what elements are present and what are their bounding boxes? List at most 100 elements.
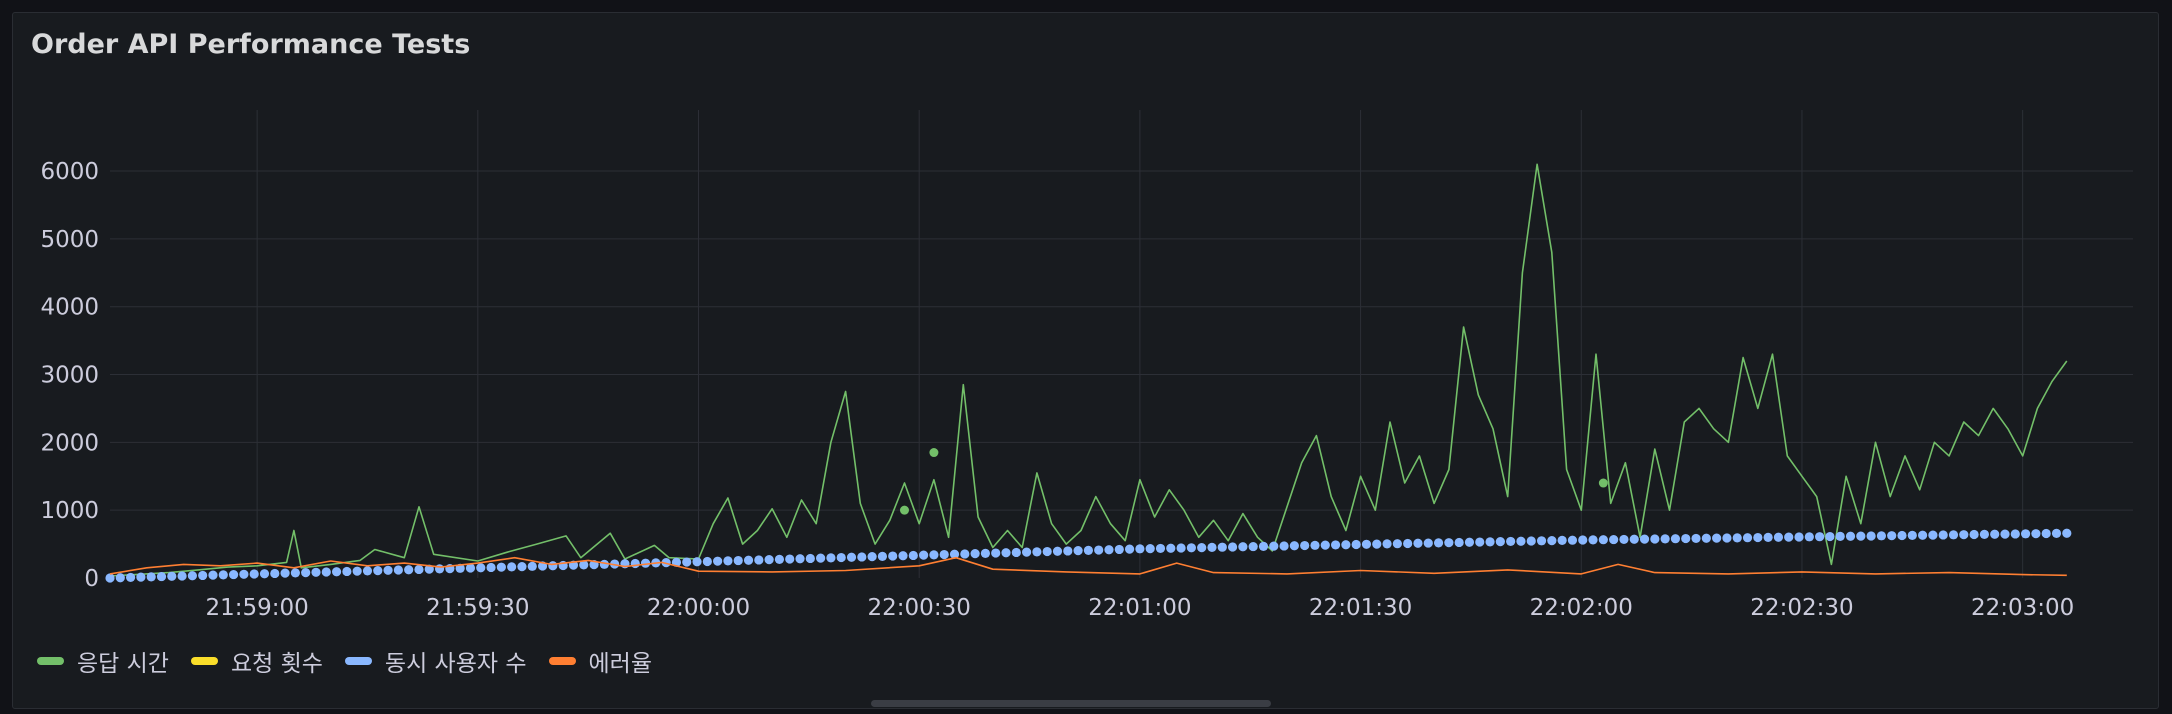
panel-title[interactable]: Order API Performance Tests	[31, 29, 471, 60]
series-user-count-point	[1413, 538, 1423, 548]
series-user-count-point	[2010, 529, 2020, 539]
series-user-count-point	[816, 553, 826, 563]
series-user-count-point	[1897, 530, 1907, 541]
series-user-count-point	[1670, 534, 1681, 544]
series-user-count-point	[1712, 533, 1722, 543]
series-user-count-point	[115, 573, 125, 583]
chart-panel: Order API Performance Tests 0 1000 2000 300…	[12, 12, 2159, 709]
series-user-count-point	[156, 571, 167, 582]
series-user-count-point	[785, 554, 795, 564]
y-tick-label: 1000	[40, 498, 99, 524]
series-user-count-point	[754, 555, 764, 565]
series-user-count-point	[949, 549, 960, 559]
series-user-count-point	[1300, 540, 1310, 551]
series-user-count-point	[434, 564, 445, 574]
x-tick-label: 22:02:30	[1750, 595, 1853, 621]
series	[105, 163, 2072, 583]
series-user-count-point	[1248, 541, 1258, 552]
series-user-count-point	[1104, 545, 1114, 555]
series-user-count-point	[177, 571, 187, 581]
series-user-count-point	[1083, 545, 1093, 555]
series-user-count-point	[198, 570, 208, 581]
series-user-count-point	[1145, 544, 1155, 554]
series-user-count-point	[1547, 536, 1557, 546]
series-user-count-point	[2041, 528, 2051, 539]
legend-item[interactable]: 응답 시간	[37, 644, 169, 678]
series-user-count-point	[877, 551, 888, 561]
legend-item[interactable]: 에러율	[548, 644, 652, 678]
series-user-count-point	[1928, 530, 1938, 540]
series-user-count-point	[290, 568, 300, 578]
y-tick-label: 4000	[40, 295, 99, 321]
series-user-count-point	[270, 568, 280, 579]
series-user-count-point	[1197, 543, 1207, 553]
series-user-count-point	[1959, 530, 1969, 540]
x-tick-label: 22:00:30	[868, 595, 971, 621]
legend-label: 에러율	[588, 651, 652, 677]
series-user-count-point	[1681, 533, 1691, 544]
series-user-count-point	[187, 571, 197, 581]
series-user-count-point	[1217, 542, 1227, 552]
series-user-count-point	[1506, 536, 1516, 547]
series-user-count-point	[342, 566, 352, 577]
series-user-count-point	[764, 555, 774, 565]
legend-label: 요청 횟수	[230, 651, 323, 677]
series-user-count-point	[1176, 543, 1186, 553]
series-user-count-point	[1433, 538, 1444, 548]
series-marker	[899, 505, 909, 515]
series-user-count-point	[682, 557, 692, 567]
axes: 0 1000 2000 3000 4000 5000 6000 21:59:00 21:59:3…	[40, 159, 2074, 621]
series-user-count-point	[970, 549, 980, 559]
series-user-count-point	[2000, 529, 2010, 539]
series-user-count-point	[919, 550, 929, 560]
series-user-count-point	[311, 567, 321, 577]
series-user-count-point	[846, 552, 857, 562]
series-user-count-point	[146, 572, 156, 582]
series-user-count-point	[1979, 529, 1990, 539]
series-user-count-point	[1351, 539, 1361, 550]
series-user-count-point	[1135, 544, 1145, 554]
series-user-count-point	[1969, 529, 1979, 540]
y-tick-label: 0	[84, 566, 99, 592]
series-user-count-point	[527, 561, 537, 571]
series-user-count-point	[2020, 529, 2031, 539]
series-user-count-point	[1330, 540, 1341, 550]
series-user-count-point	[321, 567, 331, 577]
series-user-count-point	[1753, 532, 1763, 543]
series-user-count-point	[1938, 530, 1948, 540]
series-user-count-point	[1258, 541, 1269, 551]
y-tick-label: 6000	[40, 159, 99, 185]
series-user-count-point	[1835, 531, 1845, 542]
series-user-count-point	[1392, 539, 1402, 549]
series-user-count-point	[867, 552, 877, 562]
series-user-count-point	[1990, 529, 2000, 539]
legend-item[interactable]: 요청 횟수	[190, 644, 323, 678]
legend-label: 응답 시간	[77, 651, 169, 677]
series-user-count-point	[2062, 528, 2072, 538]
series-user-count-point	[1948, 530, 1959, 540]
series-user-count-point	[1526, 536, 1536, 546]
x-tick-label: 22:01:30	[1309, 595, 1412, 621]
chart-plot[interactable]: 0 1000 2000 3000 4000 5000 6000 21:59:00 21:59:3…	[13, 13, 2160, 710]
series-user-count-point	[1629, 534, 1639, 544]
series-user-count-point	[1619, 534, 1629, 545]
series-user-count-point	[1660, 534, 1670, 544]
legend-item[interactable]: 동시 사용자 수	[344, 644, 527, 678]
legend-swatch	[190, 657, 218, 665]
series-user-count-point	[486, 562, 496, 573]
series-user-count-point	[383, 565, 393, 575]
series-line-3	[109, 556, 2067, 577]
series-user-count-point	[280, 568, 290, 578]
series-user-count-point	[1423, 538, 1433, 548]
series-user-count-point	[1485, 537, 1495, 547]
series-user-count-point	[640, 558, 651, 568]
series-user-count-point	[1341, 540, 1351, 550]
series-user-count-point	[702, 556, 712, 567]
series-user-count-point	[1732, 533, 1742, 543]
series-user-count-point	[1639, 534, 1650, 544]
horizontal-scrollbar[interactable]	[871, 700, 1271, 707]
series-user-count-point	[980, 548, 991, 558]
series-user-count-point	[259, 569, 270, 579]
series-user-count-point	[1918, 530, 1928, 540]
x-tick-label: 22:01:00	[1088, 595, 1191, 621]
